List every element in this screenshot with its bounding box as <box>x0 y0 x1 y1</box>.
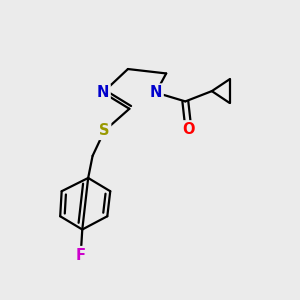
Text: N: N <box>97 85 109 100</box>
Text: O: O <box>182 122 194 137</box>
Text: S: S <box>99 123 110 138</box>
Text: F: F <box>76 248 86 262</box>
Text: N: N <box>150 85 162 100</box>
